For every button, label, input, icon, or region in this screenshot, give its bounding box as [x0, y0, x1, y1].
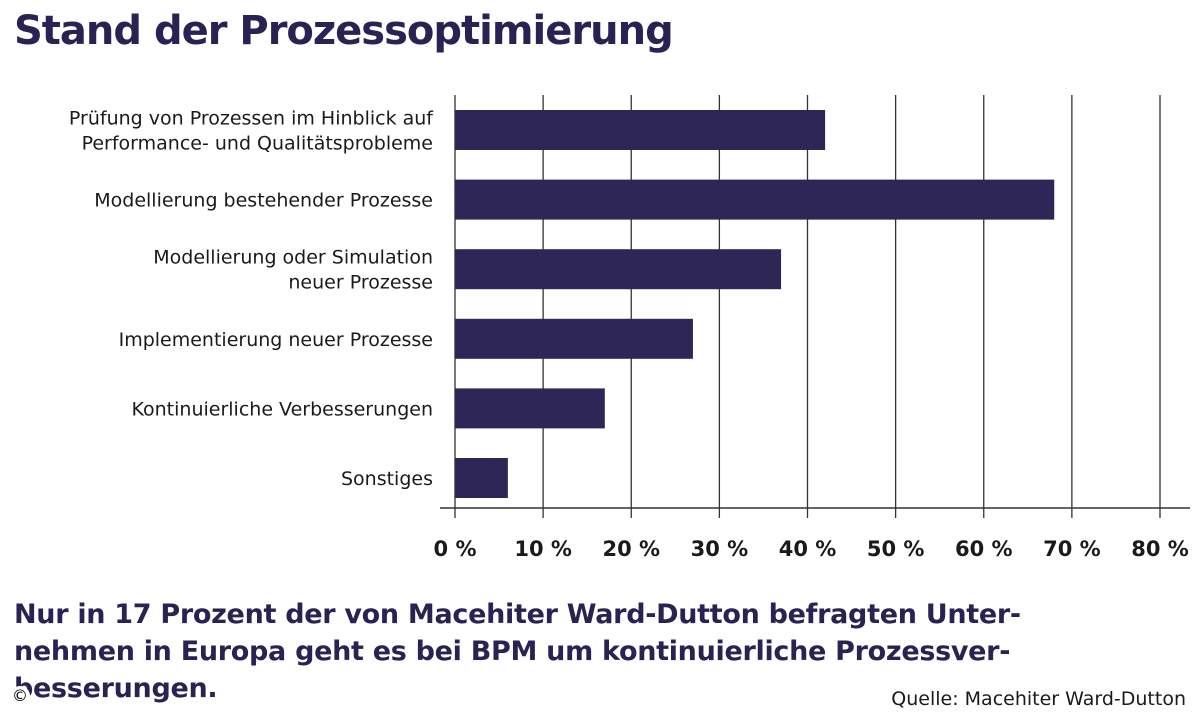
- chart-caption: Nur in 17 Prozent der von Macehiter Ward…: [14, 596, 1114, 707]
- bar: [455, 179, 1055, 220]
- bar: [455, 458, 508, 498]
- bar: [455, 110, 826, 150]
- x-tick-label: 70 %: [1043, 537, 1101, 561]
- bar: [455, 318, 693, 359]
- caption-line: nehmen in Europa geht es bei BPM um kont…: [14, 636, 1011, 667]
- caption-line: Nur in 17 Prozent der von Macehiter Ward…: [14, 599, 1021, 630]
- x-axis-ticks: 0 % 10 % 20 % 30 % 40 % 50 % 60 % 70 % 80 %: [434, 537, 1189, 561]
- category-label: Modellierung oder Simulation: [153, 247, 433, 269]
- bars: [455, 110, 1055, 498]
- copyright-icon: ©: [10, 686, 30, 706]
- bar: [455, 249, 782, 290]
- source-label: Quelle: Macehiter Ward-Dutton: [891, 688, 1186, 710]
- x-tick-label: 30 %: [691, 537, 749, 561]
- bar-chart: Prüfung von Prozessen im Hinblick auf Per…: [69, 95, 1190, 561]
- category-label: neuer Prozesse: [288, 272, 433, 294]
- x-tick-label: 0 %: [434, 537, 477, 561]
- x-tick-label: 20 %: [602, 537, 660, 561]
- x-tick-label: 10 %: [514, 537, 572, 561]
- grid-lines: [440, 95, 1190, 518]
- x-tick-label: 60 %: [955, 537, 1013, 561]
- x-tick-label: 80 %: [1131, 537, 1189, 561]
- category-label: Sonstiges: [341, 468, 433, 490]
- category-label: Prüfung von Prozessen im Hinblick auf: [69, 108, 434, 130]
- category-label: Modellierung bestehender Prozesse: [94, 190, 433, 212]
- chart-title: Stand der Prozessoptimierung: [14, 8, 674, 54]
- x-tick-label: 50 %: [867, 537, 925, 561]
- bar: [455, 388, 605, 429]
- x-tick-label: 40 %: [779, 537, 837, 561]
- caption-line: besserungen.: [14, 673, 218, 704]
- category-label: Performance- und Qualitätsprobleme: [82, 133, 433, 155]
- category-label: Kontinuierliche Verbesserungen: [132, 398, 434, 420]
- category-labels: Prüfung von Prozessen im Hinblick auf Per…: [69, 108, 434, 491]
- category-label: Implementierung neuer Prozesse: [119, 329, 433, 351]
